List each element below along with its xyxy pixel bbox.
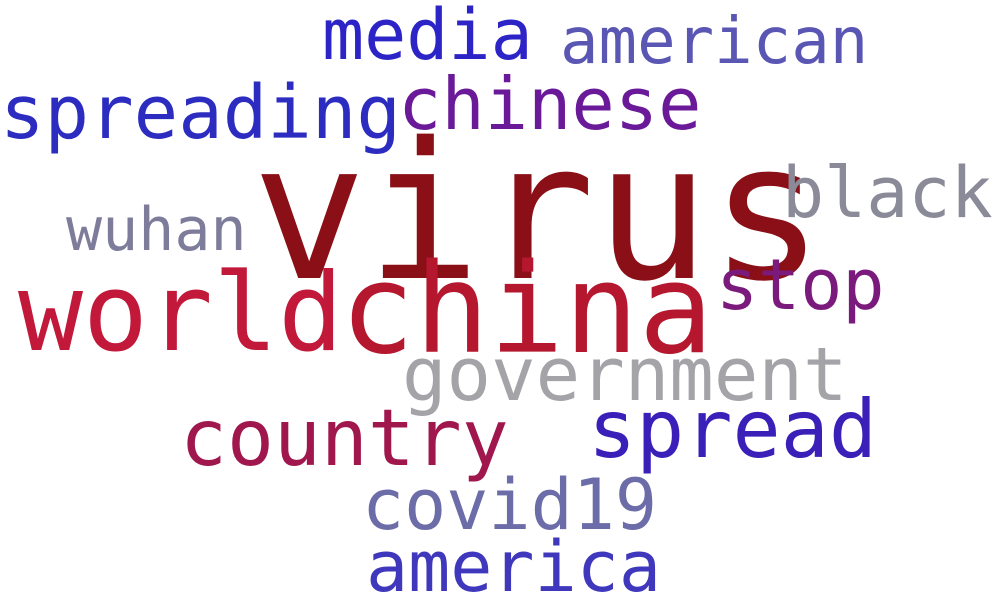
word-media: media — [322, 0, 533, 76]
word-america: america — [366, 526, 662, 608]
word-wuhan: wuhan — [66, 195, 247, 265]
word-spreading: spreading — [0, 70, 401, 156]
word-american: american — [560, 5, 869, 79]
word-spread: spread — [588, 383, 877, 476]
word-world: world — [18, 251, 344, 376]
word-black: black — [782, 152, 993, 234]
word-china: china — [340, 238, 714, 382]
word-covid19: covid19 — [362, 464, 658, 546]
word-stop: stop — [716, 244, 885, 326]
word-virus: virus — [252, 102, 824, 323]
word-country: country — [180, 394, 509, 484]
word-chinese: chinese — [398, 62, 702, 146]
word-government: government — [402, 332, 848, 418]
